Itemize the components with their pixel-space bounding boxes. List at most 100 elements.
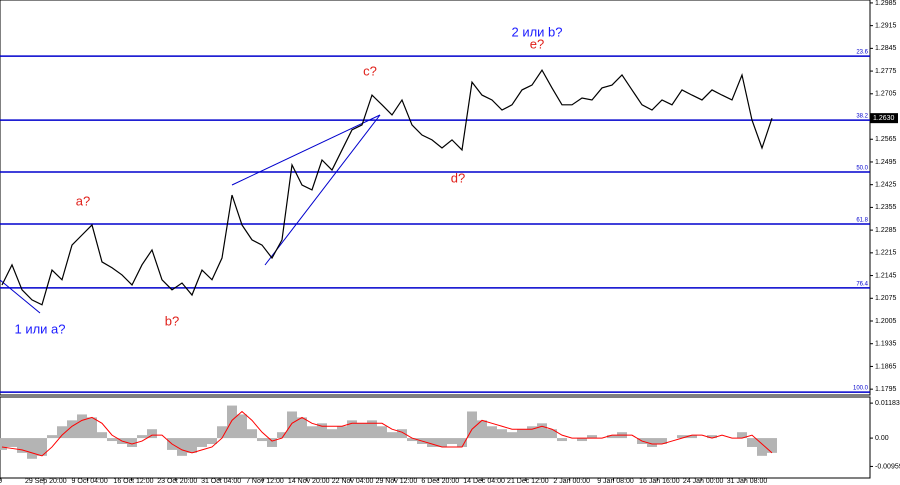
last-price-box: [870, 113, 898, 124]
histogram-bar: [97, 432, 107, 439]
y-tick-label: 1.2915: [875, 22, 897, 29]
annotation: e?: [530, 36, 544, 51]
histogram-bar: [497, 429, 507, 439]
histogram-bar: [187, 438, 197, 453]
y-tick-label: 0.01183: [875, 400, 900, 407]
x-tick-label: 9 Oct 04:00: [72, 478, 108, 485]
x-tick-label: 23 Oct 20:00: [157, 478, 197, 485]
histogram-bar: [607, 435, 617, 439]
histogram-bar: [747, 438, 757, 447]
histogram-bar: [67, 420, 77, 439]
y-tick-label: 1.2215: [875, 250, 897, 257]
histogram-bar: [337, 426, 347, 439]
x-tick-label: 9 Jan 08:00: [597, 478, 634, 485]
histogram-bar: [577, 438, 587, 442]
x-tick-label: 21 Dec 12:00: [507, 478, 549, 485]
y-tick-label: 1.2285: [875, 227, 897, 234]
histogram-bar: [297, 417, 307, 439]
y-tick-label: 1.2775: [875, 68, 897, 75]
histogram-bar: [177, 438, 187, 456]
histogram-bar: [17, 438, 27, 453]
y-tick-label: 1.2845: [875, 45, 897, 52]
histogram-bar: [347, 420, 357, 439]
trend-line: [0, 279, 41, 314]
annotation: a?: [76, 193, 90, 208]
x-tick-label: 16 Oct 12:00: [113, 478, 153, 485]
histogram-bar: [7, 438, 17, 447]
histogram-bar: [217, 426, 227, 439]
x-tick-label: 6 Dec 20:00: [421, 478, 459, 485]
y-tick-label: -0.00959: [875, 463, 900, 470]
y-tick-label: 0.00: [875, 435, 889, 442]
fib-label: 38.2: [856, 114, 868, 120]
y-tick-label: 1.2985: [875, 0, 897, 7]
histogram-bar: [377, 426, 387, 439]
histogram-bar: [247, 429, 257, 439]
histogram-bar: [147, 429, 157, 439]
histogram-bar: [237, 414, 247, 439]
histogram-bar: [367, 420, 377, 439]
fib-label: 23.6: [856, 50, 868, 56]
histogram-bar: [677, 435, 687, 439]
histogram-bar: [647, 438, 657, 447]
histogram-bar: [537, 423, 547, 439]
histogram-bar: [737, 432, 747, 439]
histogram-bar: [37, 438, 47, 456]
y-tick-label: 1.1935: [875, 341, 897, 348]
histogram-bar: [27, 438, 37, 459]
x-tick-label: 14 Nov 20:00: [288, 478, 330, 485]
y-tick-label: 1.1795: [875, 386, 897, 393]
x-tick-label: 31 Jan 08:00: [727, 478, 768, 485]
fib-label: 50.0: [856, 166, 868, 172]
histogram-bar: [307, 426, 317, 439]
x-tick-label: 2:00: [0, 478, 2, 485]
histogram-bar: [437, 438, 447, 447]
histogram-bar: [407, 438, 417, 442]
x-tick-label: 29 Sep 20:00: [25, 478, 67, 485]
histogram-bar: [387, 432, 397, 439]
histogram-bar: [487, 426, 497, 439]
y-tick-label: 1.2005: [875, 318, 897, 325]
histogram-bar: [227, 405, 237, 439]
histogram-bar: [527, 426, 537, 439]
histogram-bar: [0, 438, 7, 450]
histogram-bar: [47, 435, 57, 439]
x-tick-label: 22 Nov 04:00: [332, 478, 374, 485]
histogram-bar: [587, 435, 597, 439]
x-tick-label: 31 Oct 04:00: [201, 478, 241, 485]
histogram-bar: [137, 435, 147, 439]
histogram-bar: [207, 438, 217, 445]
y-tick-label: 1.2565: [875, 136, 897, 143]
histogram-bar: [767, 438, 777, 453]
fib-label: 76.4: [856, 281, 868, 287]
y-tick-label: 1.2075: [875, 295, 897, 302]
annotation: 2 или b?: [511, 24, 562, 39]
y-tick-label: 1.2705: [875, 91, 897, 98]
histogram-bar: [457, 438, 467, 447]
y-tick-label: 1.1865: [875, 363, 897, 370]
trend-line: [231, 114, 381, 186]
histogram-bar: [317, 423, 327, 439]
histogram-bar: [657, 438, 667, 445]
x-tick-label: 14 Dec 04:00: [463, 478, 505, 485]
trend-line: [264, 114, 381, 266]
x-tick-label: 7 Nov 12:00: [246, 478, 284, 485]
histogram-bar: [477, 420, 487, 439]
annotation: d?: [451, 170, 465, 185]
histogram-bar: [557, 438, 567, 442]
histogram-bar: [507, 432, 517, 439]
histogram-bar: [467, 411, 477, 439]
histogram-bar: [257, 438, 267, 442]
histogram-bar: [447, 438, 457, 445]
histogram-bar: [197, 438, 207, 447]
y-tick-label: 1.2495: [875, 159, 897, 166]
annotation: 1 или a?: [14, 321, 65, 336]
y-tick-label: 1.2425: [875, 182, 897, 189]
signal-line: [1, 410, 773, 457]
histogram-bar: [87, 417, 97, 439]
annotation: b?: [165, 313, 179, 328]
x-tick-label: 29 Nov 12:00: [376, 478, 418, 485]
histogram-bar: [57, 426, 67, 439]
histogram-bar: [757, 438, 767, 456]
histogram-bar: [427, 438, 437, 447]
